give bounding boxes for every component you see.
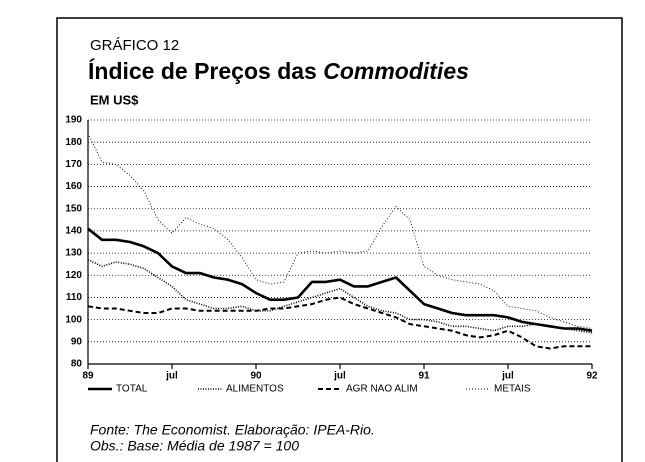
legend-label: TOTAL	[116, 384, 148, 395]
frame	[56, 17, 623, 462]
y-tick-label: 170	[65, 159, 82, 170]
chart-label: GRÁFICO 12	[90, 37, 179, 54]
legend-label: METAIS	[494, 384, 531, 395]
y-tick-label: 120	[65, 270, 82, 281]
x-tick-label: jul	[333, 371, 346, 382]
y-tick-label: 90	[71, 336, 83, 347]
y-tick-label: 100	[65, 314, 82, 325]
y-tick-label: 110	[66, 292, 83, 303]
x-tick-label: 90	[250, 371, 262, 382]
y-tick-label: 150	[65, 203, 82, 214]
series-line	[87, 133, 593, 329]
x-tick-label: jul	[165, 371, 178, 382]
x-tick-label: 91	[418, 371, 430, 382]
y-tick-label: 160	[65, 181, 82, 192]
y-tick-label: 130	[65, 248, 82, 259]
chart-subtitle: EM US$	[90, 92, 139, 107]
series-line	[87, 296, 592, 350]
legend-label: AGR NAO ALIM	[346, 384, 418, 395]
series-line	[87, 227, 593, 332]
y-tick-label: 180	[65, 137, 82, 148]
note: Obs.: Base: Média de 1987 = 100	[90, 438, 299, 454]
series-line	[87, 258, 593, 334]
y-tick-label: 190	[65, 115, 82, 126]
chart-title: Índice de Preços das Commodities	[88, 57, 469, 84]
legend-label: ALIMENTOS	[226, 384, 284, 395]
x-tick-label: 92	[586, 371, 598, 382]
x-tick-label: jul	[501, 371, 514, 382]
y-tick-label: 140	[65, 226, 82, 237]
x-tick-label: 89	[82, 371, 94, 382]
title-part: Índice de Preços das	[88, 57, 317, 84]
title-part: Commodities	[323, 58, 469, 84]
note: Fonte: The Economist. Elaboração: IPEA-R…	[90, 422, 375, 438]
y-tick-label: 80	[71, 359, 83, 370]
